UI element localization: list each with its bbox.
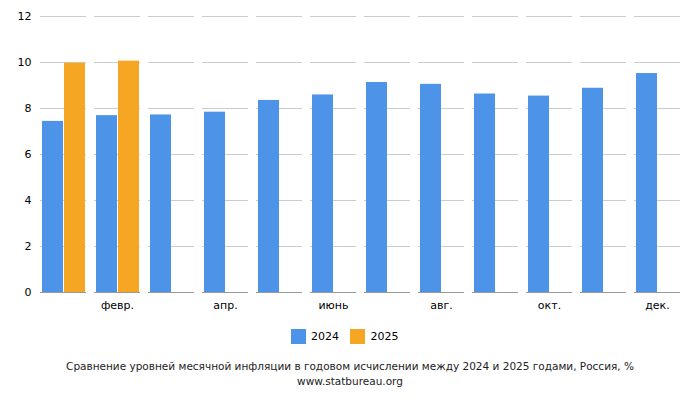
- svg-text:0: 0: [25, 286, 32, 299]
- svg-text:8: 8: [25, 102, 32, 115]
- svg-text:окт.: окт.: [538, 299, 561, 312]
- html-text:Сравнение уровней месячной инф: Сравнение уровней месячной инфляции в го…: [66, 359, 634, 372]
- html-text:2024: 2024: [311, 330, 339, 343]
- svg-text:6: 6: [25, 148, 32, 161]
- html-text:2025: 2025: [370, 330, 399, 343]
- svg-text:февр.: февр.: [101, 299, 134, 312]
- svg-text:авг.: авг.: [430, 299, 453, 312]
- svg-text:2: 2: [25, 240, 32, 253]
- svg-text:10: 10: [18, 56, 32, 69]
- svg-text:дек.: дек.: [645, 299, 670, 312]
- svg-text:12: 12: [18, 10, 32, 23]
- svg-text:июнь: июнь: [318, 299, 348, 312]
- svg-text:апр.: апр.: [213, 299, 237, 312]
- html-text:www.statbureau.org: www.statbureau.org: [297, 374, 403, 387]
- svg-text:4: 4: [25, 194, 32, 207]
